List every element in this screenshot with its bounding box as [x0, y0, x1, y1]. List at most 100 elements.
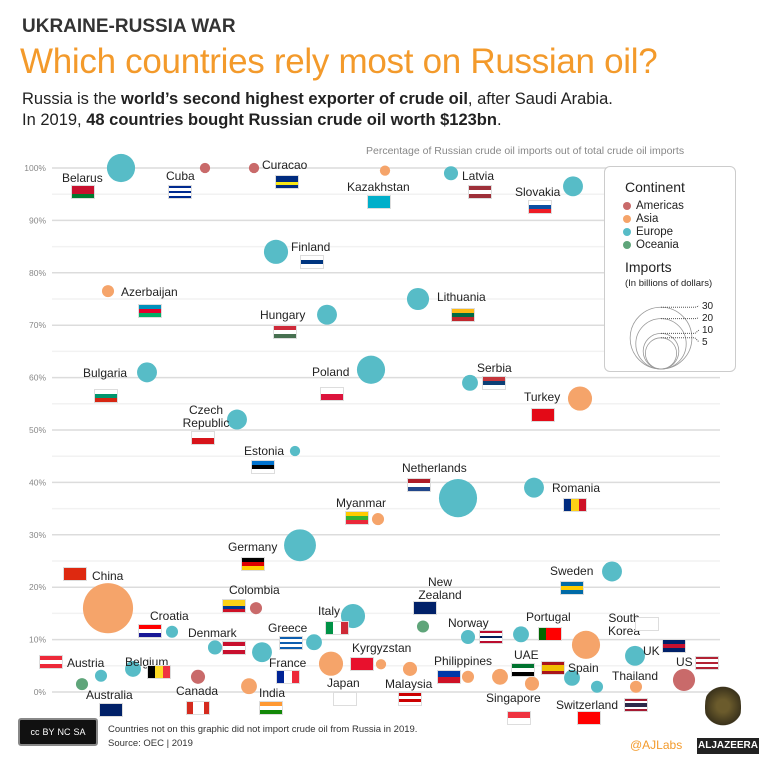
flag-icon	[624, 698, 648, 712]
y-tick-label: 80%	[29, 268, 46, 278]
bubble-spain[interactable]	[564, 669, 580, 686]
flag-icon	[507, 711, 531, 725]
flag-icon	[367, 195, 391, 209]
bubble-latvia[interactable]	[443, 166, 459, 181]
country-label: Bulgaria	[83, 366, 128, 380]
sub-bold: world’s second highest exporter of crude…	[121, 90, 468, 108]
bubble-france[interactable]	[252, 642, 272, 663]
size-circle	[642, 332, 680, 370]
bubble-canada[interactable]	[190, 669, 206, 684]
y-tick-label: 30%	[29, 530, 46, 540]
bubble-kazakhstan[interactable]	[379, 165, 391, 176]
country-label: Singapore	[486, 691, 541, 705]
bubble-norway[interactable]	[460, 629, 476, 645]
country-label: Switzerland	[556, 698, 619, 712]
bubble-austria[interactable]	[94, 669, 108, 682]
bubble-lithuania[interactable]	[406, 287, 430, 311]
bubble-belgium[interactable]	[125, 661, 141, 677]
country-label: UAE	[514, 648, 539, 662]
flag-icon	[300, 255, 324, 269]
bubble-uae[interactable]	[492, 668, 508, 685]
bubble-bulgaria[interactable]	[137, 362, 157, 383]
bubble-kyrgyzstan[interactable]	[375, 659, 387, 670]
country-label: Italy	[318, 604, 341, 618]
flag-icon	[345, 511, 369, 525]
subtitle-line-1: Russia is the world’s second highest exp…	[22, 90, 613, 109]
size-label: 5	[702, 337, 708, 348]
cc-by: BY	[42, 727, 55, 737]
bubble-estonia[interactable]	[289, 445, 301, 457]
bubble-south-korea[interactable]	[571, 630, 601, 659]
bubble-czech-republic[interactable]	[227, 409, 247, 430]
bubble-croatia[interactable]	[165, 625, 179, 638]
y-tick-label: 70%	[29, 320, 46, 330]
bubble-myanmar[interactable]	[371, 513, 385, 526]
bubble-azerbaijan[interactable]	[101, 285, 115, 298]
bubble-belarus[interactable]	[106, 153, 136, 183]
country-label: Azerbaijan	[121, 285, 178, 299]
legend-item-asia: Asia	[623, 213, 658, 225]
country-label: Finland	[291, 240, 331, 254]
size-leader	[661, 329, 700, 334]
bubble-philippines[interactable]	[461, 670, 475, 683]
size-circle	[644, 337, 678, 370]
country-label: Colombia	[229, 583, 280, 597]
country-label: India	[259, 686, 286, 700]
bubble-switzerland[interactable]	[590, 680, 604, 693]
bubble-uk[interactable]	[625, 645, 645, 666]
country-label: Latvia	[462, 169, 495, 183]
flag-icon	[147, 665, 171, 679]
flag-icon	[222, 641, 246, 655]
legend-item-americas: Americas	[623, 200, 684, 212]
bubble-romania[interactable]	[524, 477, 544, 498]
creative-commons-badge: cc BY NC SA	[18, 718, 98, 746]
legend: Continent Americas Asia Europe Oceania Impo…	[604, 166, 736, 372]
bubble-poland[interactable]	[356, 355, 386, 384]
country-label: Hungary	[260, 308, 306, 322]
legend-continent-title: Continent	[625, 179, 685, 195]
legend-label: Asia	[636, 213, 659, 225]
bubble-slovakia[interactable]	[563, 176, 583, 197]
flag-icon	[279, 636, 303, 650]
bubble-turkey[interactable]	[567, 386, 593, 411]
country-label: Spain	[568, 661, 599, 675]
country-label: Cuba	[166, 169, 195, 183]
bubble-serbia[interactable]	[462, 374, 478, 391]
bubble-netherlands[interactable]	[438, 479, 478, 518]
bubble-sweden[interactable]	[602, 561, 622, 582]
flag-icon	[94, 389, 118, 403]
bubble-finland[interactable]	[263, 239, 289, 264]
country-label: Sweden	[550, 564, 594, 578]
flag-icon	[413, 601, 437, 615]
country-label: Canada	[176, 684, 219, 698]
flag-icon	[275, 175, 299, 189]
y-tick-label: 100%	[24, 163, 46, 173]
bubble-colombia[interactable]	[249, 602, 263, 615]
flag-icon	[168, 185, 192, 199]
legend-imports-title: Imports	[625, 259, 672, 275]
cc-nc: NC	[57, 727, 71, 737]
bubble-germany[interactable]	[284, 529, 316, 562]
flag-icon	[251, 460, 275, 474]
bubble-singapore[interactable]	[524, 676, 540, 691]
country-label: Croatia	[150, 609, 189, 623]
bubble-curacao[interactable]	[248, 162, 260, 174]
bubble-china[interactable]	[82, 583, 134, 634]
country-label: Curacao	[262, 158, 308, 172]
country-label: Slovakia	[515, 185, 561, 199]
bubble-australia[interactable]	[75, 678, 89, 691]
y-tick-label: 60%	[29, 373, 46, 383]
bubble-india[interactable]	[241, 678, 257, 695]
bubble-greece[interactable]	[306, 634, 322, 651]
bubble-thailand[interactable]	[629, 680, 643, 693]
bubble-new-zealand[interactable]	[416, 620, 430, 633]
bubble-denmark[interactable]	[207, 640, 223, 655]
bubble-us[interactable]	[672, 668, 696, 692]
bubble-japan[interactable]	[318, 651, 344, 676]
bubble-hungary[interactable]	[317, 304, 337, 325]
bubble-malaysia[interactable]	[402, 661, 418, 676]
y-tick-label: 0%	[34, 687, 47, 697]
bubble-cuba[interactable]	[199, 162, 211, 174]
bubble-portugal[interactable]	[513, 626, 529, 643]
country-label: Czech Republic	[182, 403, 230, 430]
